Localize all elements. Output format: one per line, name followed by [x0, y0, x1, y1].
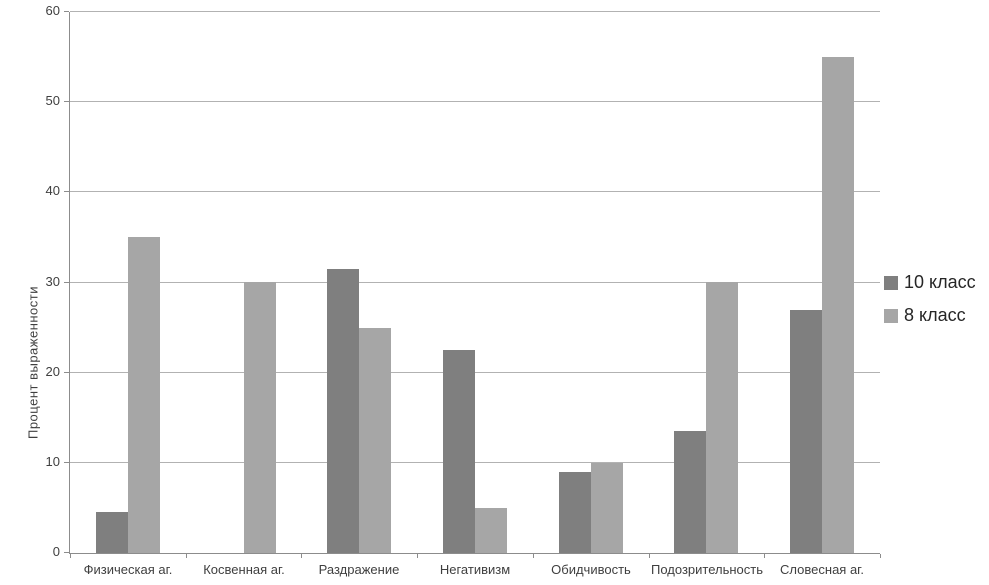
- x-category-label-5: Обидчивость: [551, 562, 631, 577]
- y-tick-label-30: 30: [45, 273, 60, 289]
- x-tick-mark-0: [70, 554, 71, 558]
- y-tick-label-60: 60: [45, 3, 60, 18]
- bar-10-класс-5: [559, 472, 591, 553]
- legend-item-1: 10 класс: [884, 272, 976, 293]
- x-category-label-1: Физическая аг.: [83, 562, 173, 577]
- bar-8-класс-4: [475, 508, 507, 553]
- bar-10-класс-4: [443, 350, 475, 553]
- legend-label: 10 класс: [904, 272, 976, 292]
- x-tick-mark-5: [649, 554, 650, 558]
- bar-8-класс-7: [822, 57, 854, 553]
- y-tick-label-50: 50: [45, 93, 60, 109]
- y-axis-line: [69, 12, 70, 553]
- y-tick-mark-50: [64, 101, 69, 103]
- y-tick-label-40: 40: [45, 183, 60, 199]
- legend-item-2: 8 класс: [884, 305, 976, 326]
- bar-10-класс-6: [674, 431, 706, 553]
- x-tick-mark-2: [301, 554, 302, 558]
- y-tick-mark-10: [64, 461, 69, 463]
- x-tick-mark-6: [764, 554, 765, 558]
- bar-8-класс-1: [128, 237, 160, 553]
- y-tick-mark-40: [64, 191, 69, 193]
- x-tick-mark-1: [186, 554, 187, 558]
- bar-8-класс-3: [359, 328, 391, 553]
- gridline-20: [70, 371, 880, 373]
- legend-swatch-icon: [884, 308, 898, 323]
- x-tick-mark-7: [880, 554, 881, 558]
- gridline-10: [70, 461, 880, 463]
- y-tick-label-0: 0: [52, 544, 60, 559]
- bar-8-класс-6: [706, 282, 738, 553]
- y-tick-mark-60: [64, 11, 69, 12]
- x-axis-line: [69, 553, 880, 554]
- y-tick-label-10: 10: [45, 453, 60, 469]
- gridline-50: [70, 101, 880, 103]
- legend-swatch-icon: [884, 275, 898, 290]
- x-tick-mark-3: [417, 554, 418, 558]
- y-tick-mark-30: [64, 281, 69, 283]
- legend-label: 8 класс: [904, 305, 966, 325]
- bar-10-класс-3: [327, 269, 359, 553]
- gridline-30: [70, 281, 880, 283]
- bar-8-класс-5: [591, 463, 623, 553]
- legend: 10 класс 8 класс: [884, 272, 976, 338]
- gridline-40: [70, 191, 880, 193]
- y-tick-label-20: 20: [45, 363, 60, 379]
- y-tick-mark-0: [64, 552, 69, 553]
- bar-10-класс-7: [790, 310, 822, 553]
- bar-8-класс-2: [244, 282, 276, 553]
- y-axis-title: Процент выраженности: [25, 285, 41, 440]
- x-category-label-4: Негативизм: [439, 562, 511, 577]
- x-category-label-7: Словесная аг.: [780, 562, 864, 577]
- x-category-label-3: Раздражение: [318, 562, 400, 577]
- gridline-60: [70, 11, 880, 12]
- x-category-label-2: Косвенная аг.: [203, 562, 285, 577]
- y-tick-mark-20: [64, 371, 69, 373]
- x-category-label-6: Подозрительность: [650, 562, 763, 577]
- bar-10-класс-1: [96, 512, 128, 553]
- plot-area: [64, 11, 881, 558]
- x-tick-mark-4: [533, 554, 534, 558]
